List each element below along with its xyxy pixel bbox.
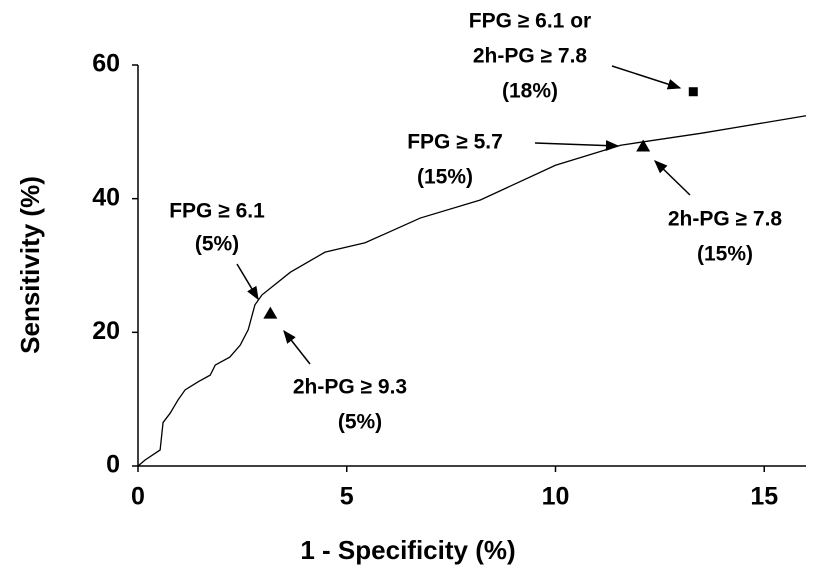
arrow [654,160,691,196]
annotation: FPG ≥ 6.1 or 2h-PG ≥ 7.8 (18%) [469,10,682,103]
annotation-text: (18%) [502,80,558,103]
triangle-marker [263,306,278,319]
arrow [236,263,259,301]
x-tick-label: 0 [131,483,145,511]
y-tick-label: 60 [92,50,120,78]
annotation: FPG ≥ 5.7 (15%) [407,131,620,189]
annotation-text: 2h-PG ≥ 7.8 [473,45,588,68]
x-axis-title: 1 - Specificity (%) [300,535,515,565]
annotation: 2h-PG ≥ 9.3 (5%) [283,329,407,434]
x-tick-label: 10 [542,483,570,511]
x-tick-label: 15 [750,483,778,511]
y-axis-title: Sensitivity (%) [15,176,45,354]
annotation-text: (5%) [338,411,382,434]
annotation: FPG ≥ 6.1 (5%) [169,200,265,301]
arrow [534,140,620,151]
y-tick-label: 0 [106,451,120,479]
annotation-text: FPG ≥ 6.1 or [469,10,591,33]
annotation-text: (15%) [697,243,753,266]
triangle-marker [636,139,651,152]
y-tick-label: 40 [92,183,120,211]
x-tick-label: 5 [340,483,354,511]
arrow [283,329,311,365]
annotation: 2h-PG ≥ 7.8 (15%) [654,160,783,266]
annotation-text: (15%) [417,166,473,189]
annotation-text: FPG ≥ 5.7 [407,131,503,154]
annotation-text: 2h-PG ≥ 7.8 [668,208,783,231]
y-tick-label: 20 [92,317,120,345]
square-marker [688,87,698,97]
arrow [611,65,682,90]
annotation-text: (5%) [195,233,239,256]
roc-line [137,115,807,467]
annotation-text: FPG ≥ 6.1 [169,200,265,223]
annotation-text: 2h-PG ≥ 9.3 [293,376,407,399]
